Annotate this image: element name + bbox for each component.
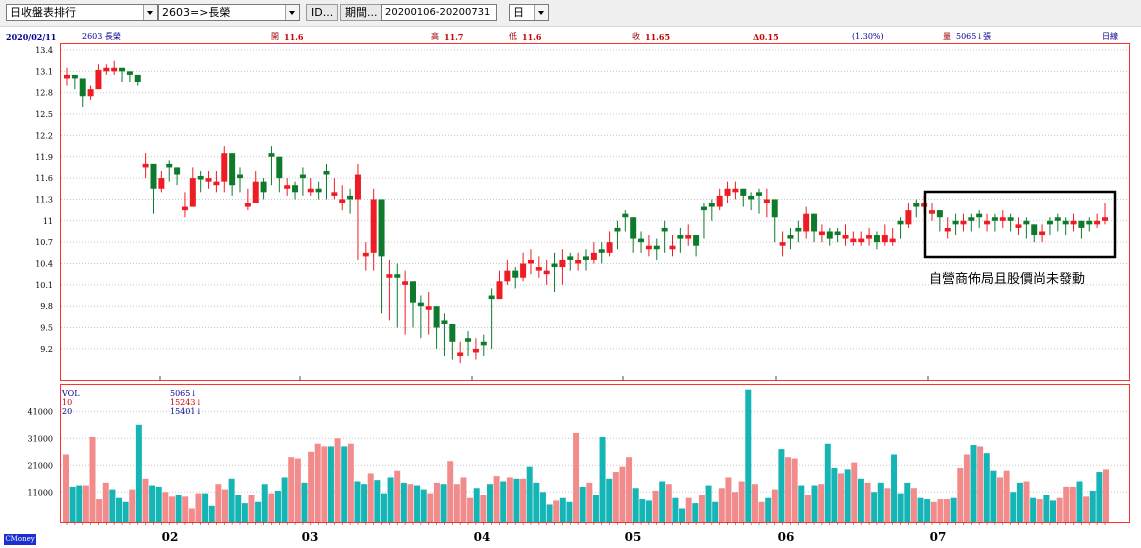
x-month-label: 02 [162,530,179,544]
x-month-label: 06 [778,530,795,544]
stock-select-value: 2603=>長榮 [162,6,231,19]
chart-type-select[interactable]: 日收盤表排行 [6,4,158,21]
x-month-label: 03 [302,530,319,544]
price-y-tick-label: 13.1 [35,67,53,76]
price-y-tick-label: 11.3 [35,195,53,204]
close-label: 收 [632,32,640,41]
price-y-tick-label: 13.4 [35,46,53,55]
price-y-tick-label: 10.4 [35,260,53,269]
price-y-tick-label: 11.9 [35,153,53,162]
frequency-select-value: 日 [513,6,524,19]
close-value: 11.65 [645,32,671,42]
open-value: 11.6 [284,32,304,42]
quote-stock: 2603 長榮 [82,32,121,41]
chevron-down-icon[interactable] [534,5,548,20]
price-y-tick-label: 11 [43,217,53,226]
stock-select[interactable]: 2603=>長榮 [158,4,300,21]
toolbar: 日收盤表排行 2603=>長榮 ID... 期間... 20200106-202… [0,0,1141,27]
cmoney-logo: CMoney [4,534,36,545]
ma20-value: 15401↓ [170,407,203,416]
chart-type-select-value: 日收盤表排行 [10,6,76,19]
low-value: 11.6 [522,32,542,42]
id-button[interactable]: ID... [306,4,339,21]
volume-y-axis: 41000 31000 21000 11000 [28,407,53,497]
high-label: 高 [431,32,439,41]
price-y-axis: 13.4 13.1 12.8 12.5 12.2 11.9 11.6 11.3 11 10.7 10… [35,46,53,354]
volume-y-tick-label: 11000 [28,488,53,497]
ma20-label: 20 [62,407,73,416]
period-button[interactable]: 期間... [340,4,383,21]
frequency-label: 日線 [1102,32,1118,41]
volume-y-tick-label: 31000 [28,434,53,443]
price-chart-panel [60,43,1130,381]
price-y-tick-label: 9.8 [40,302,53,311]
change-percent: (1.30%) [852,32,884,41]
price-y-tick-label: 12.2 [35,131,53,140]
price-y-tick-label: 9.2 [40,345,53,354]
price-y-tick-label: 9.5 [40,324,53,333]
volume-y-tick-label: 41000 [28,407,53,416]
vol-label: VOL [62,389,80,398]
volume-label: 量 [943,32,951,41]
x-month-label: 04 [474,530,491,544]
low-label: 低 [509,32,517,41]
annotation-text: 自營商佈局且股價尚未發動 [929,272,1086,287]
chevron-down-icon[interactable] [143,5,157,20]
volume-y-tick-label: 21000 [28,461,53,470]
ma10-label: 10 [62,398,73,407]
price-y-tick-label: 12.5 [35,110,53,119]
chevron-down-icon[interactable] [285,5,299,20]
volume-chart-panel [60,384,1130,523]
quote-date: 2020/02/11 [6,32,57,42]
ma10-value: 15243↓ [170,398,203,407]
volume-value: 5065↓張 [956,32,992,41]
date-range-field[interactable]: 20200106-20200731 [381,4,497,21]
vol-value: 5065↓ [170,389,198,398]
high-value: 11.7 [444,32,464,42]
x-month-label: 05 [625,530,642,544]
change-value: Δ0.15 [753,32,779,42]
price-y-tick-label: 10.7 [35,238,53,247]
x-month-label: 07 [930,530,947,544]
price-y-tick-label: 10.1 [35,281,53,290]
quote-info-bar: 2020/02/11 2603 長榮 開 11.6 高 11.7 低 11.6 … [0,31,1141,43]
price-y-tick-label: 11.6 [35,174,53,183]
open-label: 開 [271,32,279,41]
frequency-select[interactable]: 日 [509,4,549,21]
price-y-tick-label: 12.8 [35,89,53,98]
